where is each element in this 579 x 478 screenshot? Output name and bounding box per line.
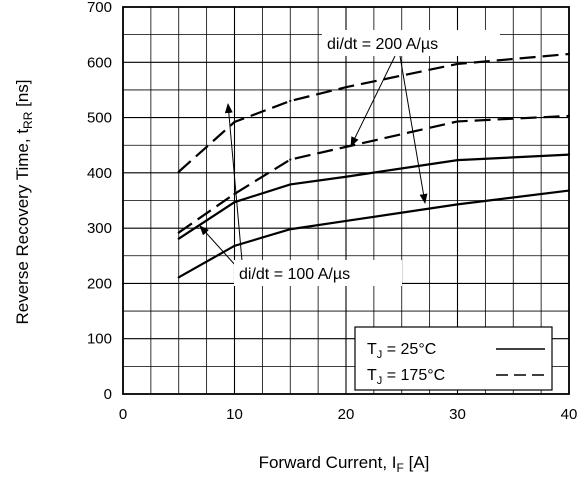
- y-tick-label: 600: [87, 54, 112, 71]
- series-line-2: [178, 153, 570, 240]
- series-2-point: [177, 237, 180, 240]
- annotation-arrow: [350, 55, 396, 147]
- series-2-point: [456, 159, 459, 162]
- series-0-point: [233, 120, 236, 124]
- annotation-didt-200: di/dt = 200 A/µs: [327, 36, 438, 53]
- series-3-point: [344, 219, 348, 223]
- series-2-point: [233, 201, 236, 204]
- series-line-3: [178, 189, 570, 279]
- legend: TJ = 25°C TJ = 175°C: [354, 326, 553, 391]
- series-1-point: [289, 158, 292, 161]
- annotation-arrow: [224, 103, 244, 273]
- series-3-point: [289, 228, 292, 231]
- series-1-point: [567, 114, 571, 118]
- y-axis-label: Reverse Recovery Time, tRR [ns]: [13, 79, 35, 324]
- series-2-point: [289, 183, 292, 186]
- annotation-arrows: [199, 55, 428, 273]
- x-tick-label: 40: [561, 406, 578, 423]
- x-tick-label: 20: [338, 406, 355, 423]
- y-tick-label: 300: [87, 220, 112, 237]
- series-0-point: [567, 52, 571, 56]
- series-1-point: [177, 231, 180, 234]
- annotation-arrow: [399, 55, 428, 204]
- y-tick-label: 100: [87, 331, 112, 348]
- y-tick-label: 0: [104, 386, 112, 403]
- series-1-point: [456, 120, 459, 123]
- series-0-point: [289, 99, 292, 103]
- x-axis-label: Forward Current, IF [A]: [259, 453, 430, 475]
- legend-label-25c: TJ = 25°C: [367, 341, 436, 361]
- series-3-point: [567, 189, 571, 192]
- annotation-didt-100: di/dt = 100 A/µs: [239, 266, 350, 283]
- series-2-point: [567, 153, 571, 156]
- series-1-point: [344, 145, 348, 148]
- series-0-point: [177, 170, 180, 173]
- annotation-box-100: [234, 260, 402, 286]
- series-0-point: [456, 62, 459, 66]
- series-2-point: [344, 175, 348, 178]
- legend-box: [354, 326, 553, 391]
- annotation-box-200: [322, 30, 500, 56]
- series-0-point: [344, 86, 348, 89]
- y-tick-label: 400: [87, 165, 112, 182]
- x-tick-label: 0: [119, 406, 127, 423]
- series-line-1: [178, 114, 570, 234]
- annotation-arrow: [199, 225, 237, 267]
- plot-frame: [122, 6, 570, 395]
- y-tick-label: 200: [87, 275, 112, 292]
- x-tick-label: 30: [449, 406, 466, 423]
- series-3-point: [233, 244, 236, 247]
- x-tick-label: 10: [226, 406, 243, 423]
- series-group: [177, 52, 571, 279]
- series-line-0: [178, 52, 570, 173]
- y-tick-label: 500: [87, 110, 112, 127]
- series-3-point: [456, 203, 459, 206]
- series-3-point: [177, 276, 180, 279]
- series-1-point: [233, 192, 236, 195]
- y-tick-label: 700: [87, 0, 112, 16]
- legend-label-175c: TJ = 175°C: [367, 367, 445, 387]
